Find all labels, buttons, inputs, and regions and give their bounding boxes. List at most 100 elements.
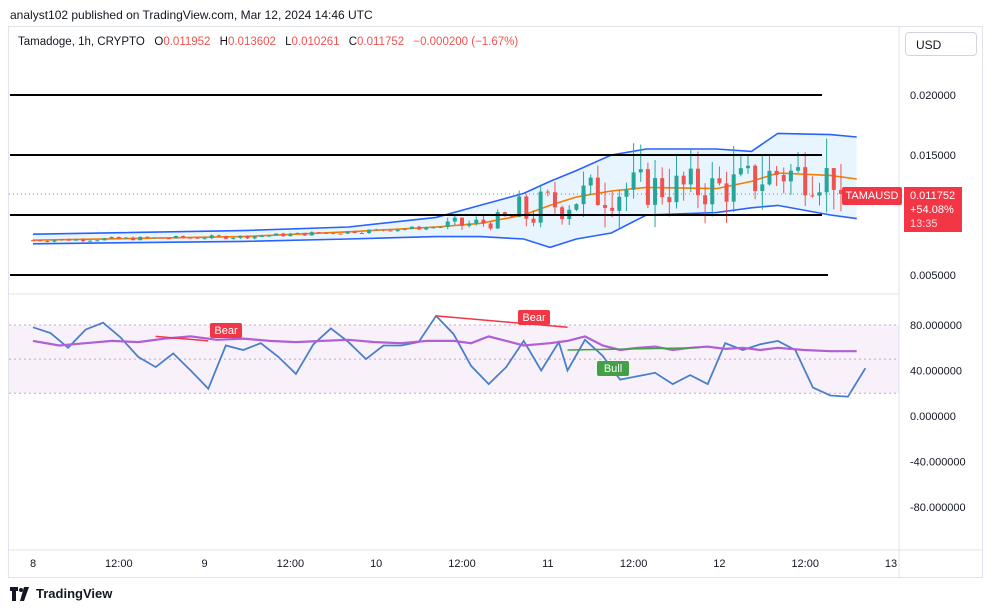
candle-body <box>817 192 822 196</box>
candle-body <box>631 172 636 190</box>
candle-body <box>231 237 236 239</box>
candle-body <box>109 236 114 239</box>
candle-body <box>660 178 665 198</box>
rsi-line <box>32 335 857 353</box>
price-tag-change: +54.08% <box>910 204 954 216</box>
candle-body <box>731 174 736 202</box>
price-tag-price: 0.011752 <box>910 190 956 202</box>
candle-body <box>367 229 372 234</box>
symbol-legend: Tamadoge, 1h, CRYPTO O0.011952 H0.013602… <box>18 36 519 48</box>
candle-body <box>388 230 393 232</box>
change-value: −0.000200 (−1.67%) <box>413 36 519 48</box>
time-tick-label: 12:00 <box>791 558 819 570</box>
candle-body <box>617 196 622 211</box>
candle-body <box>810 195 815 197</box>
candle-body <box>66 239 71 241</box>
bear-signal-1-bg <box>210 323 242 338</box>
candle-body <box>302 232 307 236</box>
candle-body <box>288 233 293 237</box>
candle-body <box>224 236 229 239</box>
open-value: 0.011952 <box>163 36 211 48</box>
osc-tick-label: 0.000000 <box>910 411 956 423</box>
price-tag: TAMAUSD 0.011752 +54.08% 13:35 <box>842 187 962 232</box>
bollinger-fill <box>33 133 857 248</box>
candle-body <box>138 236 143 241</box>
candle-body <box>831 168 836 190</box>
candle-body <box>796 167 801 171</box>
time-tick-label: 8 <box>30 558 36 570</box>
candle-body <box>181 235 186 238</box>
axes: 0.0200000.0150000.00500080.00000040.0000… <box>30 90 966 570</box>
candle-body <box>581 185 586 205</box>
candle-body <box>338 233 343 235</box>
currency-button[interactable]: USD <box>905 32 977 56</box>
candle-body <box>38 240 43 242</box>
candle-body <box>538 191 543 223</box>
candle-body <box>552 192 557 208</box>
bollinger-lower <box>32 204 857 249</box>
candle-body <box>395 229 400 232</box>
osc-tick-label: 80.000000 <box>910 320 962 332</box>
candle-body <box>624 189 629 197</box>
price-tag-symbol: TAMAUSD <box>842 187 902 205</box>
candle-body <box>188 237 193 239</box>
candle-body <box>424 227 429 230</box>
candle-body <box>645 169 650 205</box>
candle-body <box>774 170 779 175</box>
candle-body <box>603 204 607 208</box>
candle-body <box>803 167 808 196</box>
bull-signal-bg <box>597 361 629 376</box>
symbol-label: Tamadoge, 1h, CRYPTO <box>18 36 145 48</box>
candle-body <box>202 238 207 240</box>
candle-body <box>481 219 486 224</box>
tradingview-brand: TradingView <box>36 586 113 601</box>
chart-frame <box>8 26 983 578</box>
osc-tick-label: -40.000000 <box>910 457 966 469</box>
candle-body <box>495 212 500 229</box>
candle-body <box>488 223 493 229</box>
price-tag-box: 0.011752 +54.08% 13:35 <box>904 187 962 232</box>
candle-body <box>252 236 257 239</box>
candle-body <box>52 240 57 242</box>
candle-body <box>688 168 693 185</box>
candle-body <box>281 233 286 237</box>
candle-body <box>653 178 658 205</box>
candle-body <box>238 235 243 238</box>
price-levels <box>9 94 899 276</box>
low-value: 0.010261 <box>291 36 340 48</box>
candle-body <box>667 197 672 203</box>
candle-body <box>610 207 615 211</box>
candle-body <box>638 169 643 173</box>
candle-body <box>824 168 829 193</box>
publisher-line: analyst102 published on TradingView.com,… <box>10 8 373 22</box>
candle-body <box>703 195 708 205</box>
price-tick-label: 0.005000 <box>910 270 956 282</box>
oscillator-pane <box>9 314 899 398</box>
time-tick-label: 10 <box>370 558 382 570</box>
candle-body <box>195 237 200 239</box>
candle-body <box>588 177 593 186</box>
candle-body <box>209 235 214 239</box>
candle-body <box>331 232 336 234</box>
candle-body <box>788 170 793 182</box>
candle-body <box>417 226 422 230</box>
candle-body <box>531 218 536 223</box>
candle-body <box>445 221 450 227</box>
candle-body <box>166 238 171 240</box>
time-tick-label: 12:00 <box>277 558 305 570</box>
time-tick-label: 12:00 <box>105 558 133 570</box>
time-tick-label: 12:00 <box>620 558 648 570</box>
osc-tick-label: -80.000000 <box>910 502 966 514</box>
candle-body <box>838 189 843 194</box>
bear-signal-2-bg <box>518 310 550 325</box>
time-tick-label: 11 <box>542 558 553 570</box>
candle-body <box>710 178 715 205</box>
candle-body <box>95 240 100 242</box>
candle-body <box>431 227 436 229</box>
candle-body <box>524 196 529 219</box>
tradingview-logo[interactable]: TradingView <box>10 586 112 601</box>
candle-body <box>88 240 93 242</box>
candle-body <box>274 233 279 236</box>
candle-body <box>560 207 565 220</box>
